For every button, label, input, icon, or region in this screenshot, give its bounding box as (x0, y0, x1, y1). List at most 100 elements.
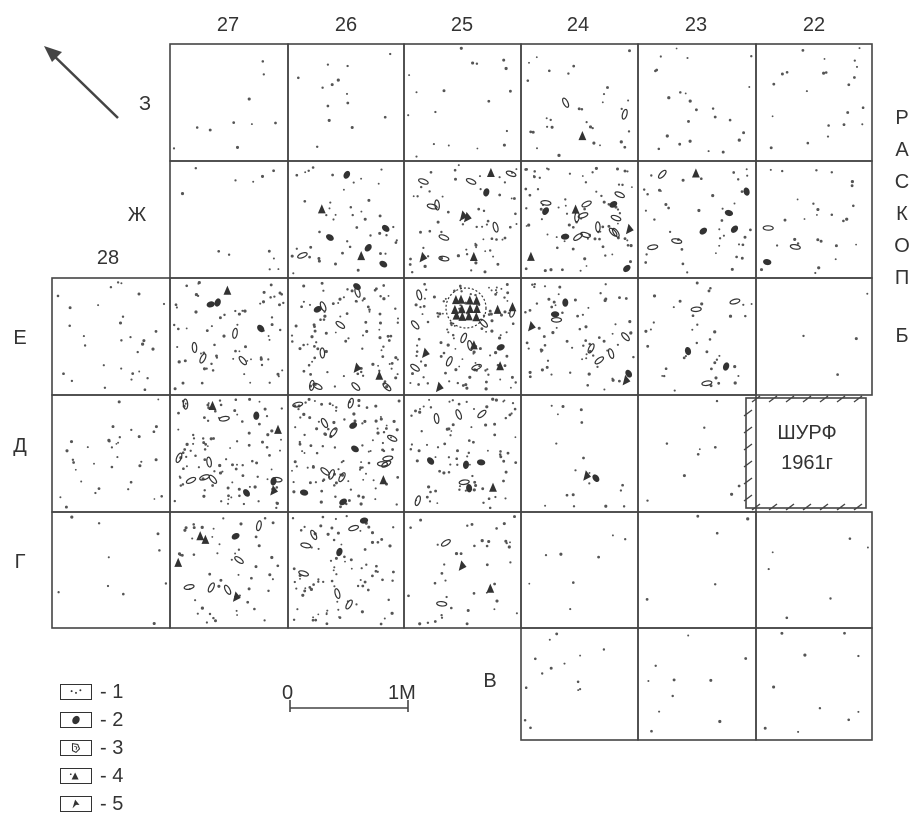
find-dot (816, 238, 820, 242)
find-dot (378, 231, 382, 235)
find-dot (218, 399, 222, 402)
find-dot (487, 313, 491, 316)
outlined-fragment (467, 339, 474, 352)
find-dot (236, 463, 238, 466)
find-dot (434, 110, 437, 114)
find-dot (737, 138, 741, 142)
outlined-fragment (594, 356, 605, 365)
hatch-mark (819, 503, 829, 511)
find-dot (107, 439, 111, 443)
find-dot (540, 368, 544, 372)
find-dot (239, 522, 243, 526)
find-dot (742, 303, 745, 306)
triangle (472, 312, 481, 322)
find-dot (176, 327, 180, 331)
outlined-fragment (445, 356, 453, 367)
find-dot (500, 287, 503, 290)
find-dot (396, 476, 400, 479)
find-dot (450, 323, 453, 327)
find-dot (272, 169, 275, 173)
find-dot (595, 190, 598, 193)
find-dot (121, 315, 125, 318)
find-dot (397, 399, 401, 403)
find-dot (485, 405, 489, 409)
find-dot (238, 350, 241, 353)
find-dot (385, 234, 388, 237)
find-dot (780, 72, 784, 76)
outlined-fragment (595, 221, 601, 233)
find-dot (352, 412, 356, 416)
find-dot (390, 436, 392, 439)
find-dot (538, 176, 541, 179)
find-dot (805, 90, 808, 93)
shurf-title: ШУРФ (777, 422, 837, 444)
find-dot (62, 372, 65, 376)
find-dot (568, 172, 572, 175)
filled-oval (699, 227, 708, 235)
find-dot (510, 375, 514, 379)
find-dot (535, 302, 539, 305)
find-dot (388, 363, 391, 365)
find-dot (276, 372, 280, 376)
find-dot (230, 558, 233, 561)
find-dot (223, 313, 226, 317)
find-dot (629, 244, 633, 248)
find-dot (611, 332, 614, 335)
grid-square (520, 394, 639, 513)
find-dot (442, 89, 446, 93)
outlined-fragment (207, 582, 215, 593)
outlined-fragment (218, 415, 230, 422)
hatch-mark (743, 494, 753, 502)
find-dot (331, 173, 334, 177)
find-dot (491, 397, 495, 401)
find-dot (297, 76, 300, 80)
find-dot (383, 115, 387, 119)
find-dot (120, 339, 123, 342)
find-dot (178, 475, 181, 478)
outlined-fragment (312, 382, 323, 390)
find-dot (534, 657, 537, 661)
find-dot (329, 559, 333, 562)
find-dot (306, 343, 309, 346)
grid-square (169, 277, 289, 396)
find-dot (552, 300, 556, 304)
find-dot (817, 266, 821, 270)
find-dot (495, 286, 498, 289)
outlined-fragment (199, 474, 210, 481)
find-dot (557, 206, 560, 209)
find-dot (750, 303, 753, 305)
hatch-mark (853, 503, 863, 511)
find-dot (456, 254, 460, 258)
find-dot (183, 359, 187, 363)
find-objects (174, 97, 801, 610)
find-dot (628, 49, 631, 53)
find-dot (565, 493, 569, 497)
find-dot (253, 607, 256, 611)
find-dot (185, 284, 188, 288)
find-dot (197, 282, 200, 285)
find-dot (498, 337, 501, 340)
arrowhead (458, 560, 467, 571)
find-dot (601, 245, 605, 249)
find-dot (378, 214, 382, 218)
triangle (196, 531, 205, 541)
find-dot (268, 268, 271, 271)
find-dot (300, 305, 303, 309)
find-dot (473, 480, 477, 484)
find-dot (652, 294, 657, 298)
find-dot (866, 292, 869, 295)
find-dot (185, 455, 188, 459)
find-dot (523, 718, 527, 722)
find-dot (415, 350, 419, 353)
triangle (457, 294, 465, 304)
find-dot (292, 567, 296, 571)
find-dot (407, 594, 410, 598)
find-dot (241, 464, 244, 467)
find-dot (368, 308, 371, 311)
legend-item-1: - 1 (60, 681, 123, 703)
scale-end-label: 1М (388, 682, 416, 704)
find-dot (378, 328, 381, 331)
find-dot (357, 398, 361, 403)
find-dot (375, 287, 378, 291)
outlined-fragment (577, 212, 589, 219)
